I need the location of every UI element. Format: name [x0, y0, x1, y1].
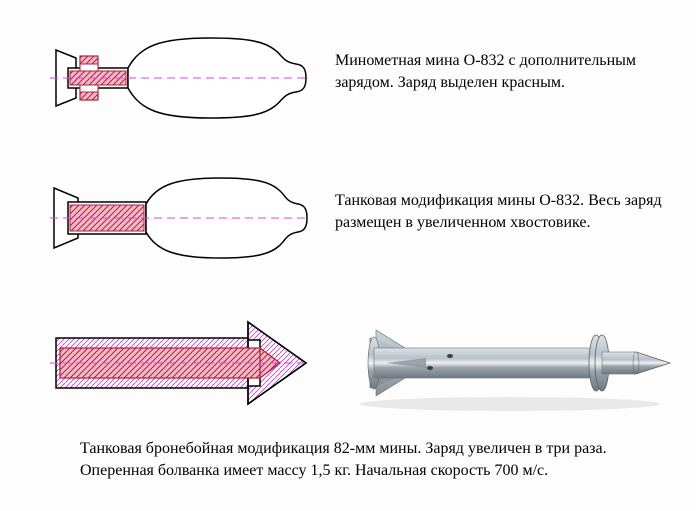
figure-ap-arrow: [50, 308, 310, 418]
caption-middle: Танковая модификация мины О-832. Весь за…: [335, 190, 675, 233]
figure-mortar-mine: [50, 28, 310, 128]
figure-tank-mod: [50, 168, 310, 268]
figure-ap-render: [340, 308, 680, 418]
caption-top: Минометная мина О-832 с дополнительным з…: [335, 50, 675, 93]
page: Минометная мина О-832 с дополнительным з…: [0, 0, 696, 511]
caption-bottom: Танковая бронебойная модификация 82-мм м…: [80, 438, 640, 481]
